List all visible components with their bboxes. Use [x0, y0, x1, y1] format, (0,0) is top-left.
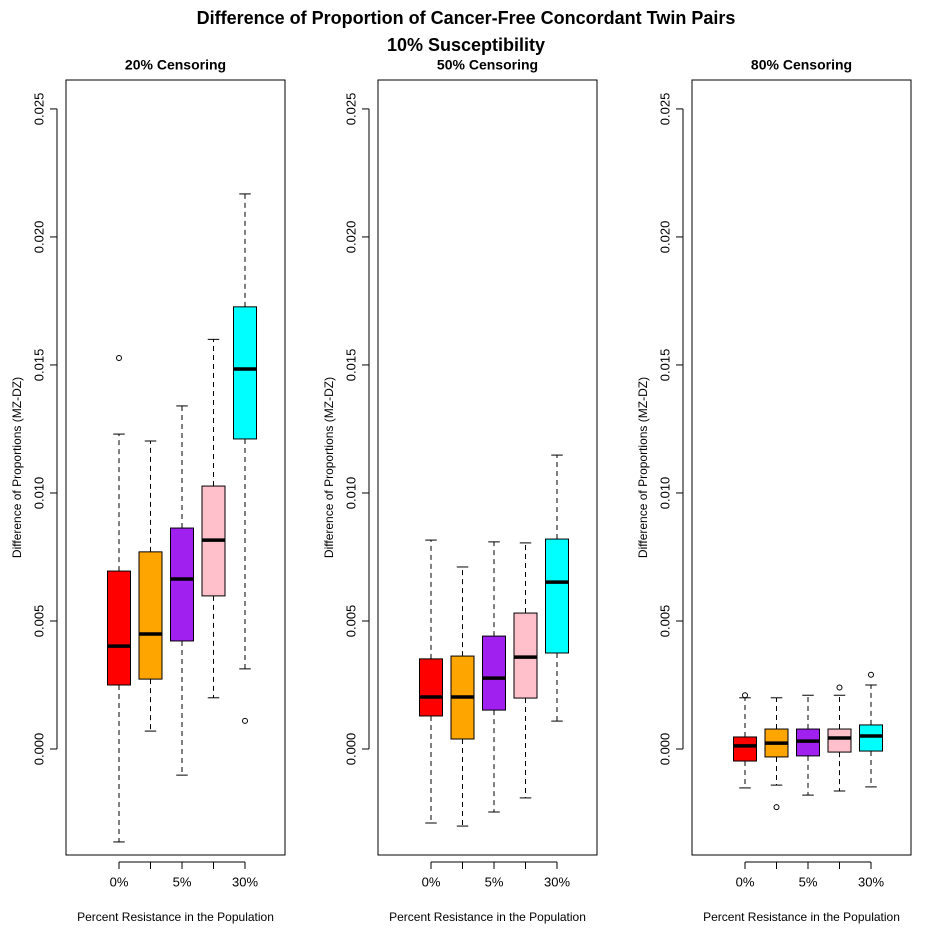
y-tick-label: 0.020	[31, 221, 46, 254]
x-tick-label: 30%	[544, 874, 570, 889]
box	[827, 728, 852, 753]
y-tick-label: 0.020	[657, 221, 672, 254]
box	[170, 527, 194, 642]
box	[233, 306, 257, 440]
y-axis-label: Difference of Proportions (MZ-DZ)	[636, 377, 650, 558]
y-axis-label: Difference of Proportions (MZ-DZ)	[322, 377, 336, 558]
y-tick-label: 0.010	[343, 477, 358, 510]
x-tick-label: 30%	[858, 874, 884, 889]
plot-frame	[691, 79, 912, 856]
outlier	[836, 684, 843, 691]
x-axis-label: Percent Resistance in the Population	[389, 910, 586, 924]
y-tick-label: 0.015	[343, 349, 358, 382]
box	[859, 724, 883, 752]
y-tick-label: 0.005	[343, 605, 358, 638]
x-tick-label: 0%	[422, 874, 441, 889]
panel-title: 50% Censoring	[437, 57, 538, 73]
outlier	[742, 692, 748, 699]
y-tick-label: 0.005	[31, 605, 46, 638]
x-tick-label: 5%	[799, 874, 818, 889]
panel-title: 80% Censoring	[751, 57, 852, 73]
y-tick-label: 0.010	[657, 477, 672, 510]
plot-frame	[377, 79, 598, 856]
y-tick-label: 0.010	[31, 477, 46, 510]
y-tick-label: 0.005	[657, 605, 672, 638]
main-subtitle: 10% Susceptibility	[387, 35, 545, 55]
y-tick-label: 0.000	[343, 733, 358, 766]
y-tick-label: 0.000	[31, 733, 46, 766]
y-tick-label: 0.000	[657, 733, 672, 766]
main-title: Difference of Proportion of Cancer-Free …	[197, 8, 736, 28]
x-tick-label: 5%	[485, 874, 504, 889]
y-tick-label: 0.025	[657, 93, 672, 126]
box	[733, 736, 757, 762]
outlier	[242, 717, 248, 724]
box	[482, 635, 506, 711]
x-axis-label: Percent Resistance in the Population	[77, 910, 274, 924]
panel-title: 20% Censoring	[125, 57, 226, 73]
y-tick-label: 0.025	[31, 93, 46, 126]
box	[545, 538, 569, 654]
box	[107, 570, 131, 686]
outlier	[773, 804, 780, 811]
y-tick-label: 0.020	[343, 221, 358, 254]
box	[419, 658, 443, 717]
x-axis-label: Percent Resistance in the Population	[703, 910, 900, 924]
x-tick-label: 0%	[110, 874, 129, 889]
plot-frame	[65, 79, 286, 856]
y-tick-label: 0.015	[31, 349, 46, 382]
box	[138, 551, 163, 680]
outlier	[116, 355, 122, 362]
outlier	[868, 671, 874, 678]
y-axis-label: Difference of Proportions (MZ-DZ)	[10, 377, 24, 558]
y-tick-label: 0.025	[343, 93, 358, 126]
x-tick-label: 5%	[173, 874, 192, 889]
x-tick-label: 30%	[232, 874, 258, 889]
x-tick-label: 0%	[736, 874, 755, 889]
y-tick-label: 0.015	[657, 349, 672, 382]
